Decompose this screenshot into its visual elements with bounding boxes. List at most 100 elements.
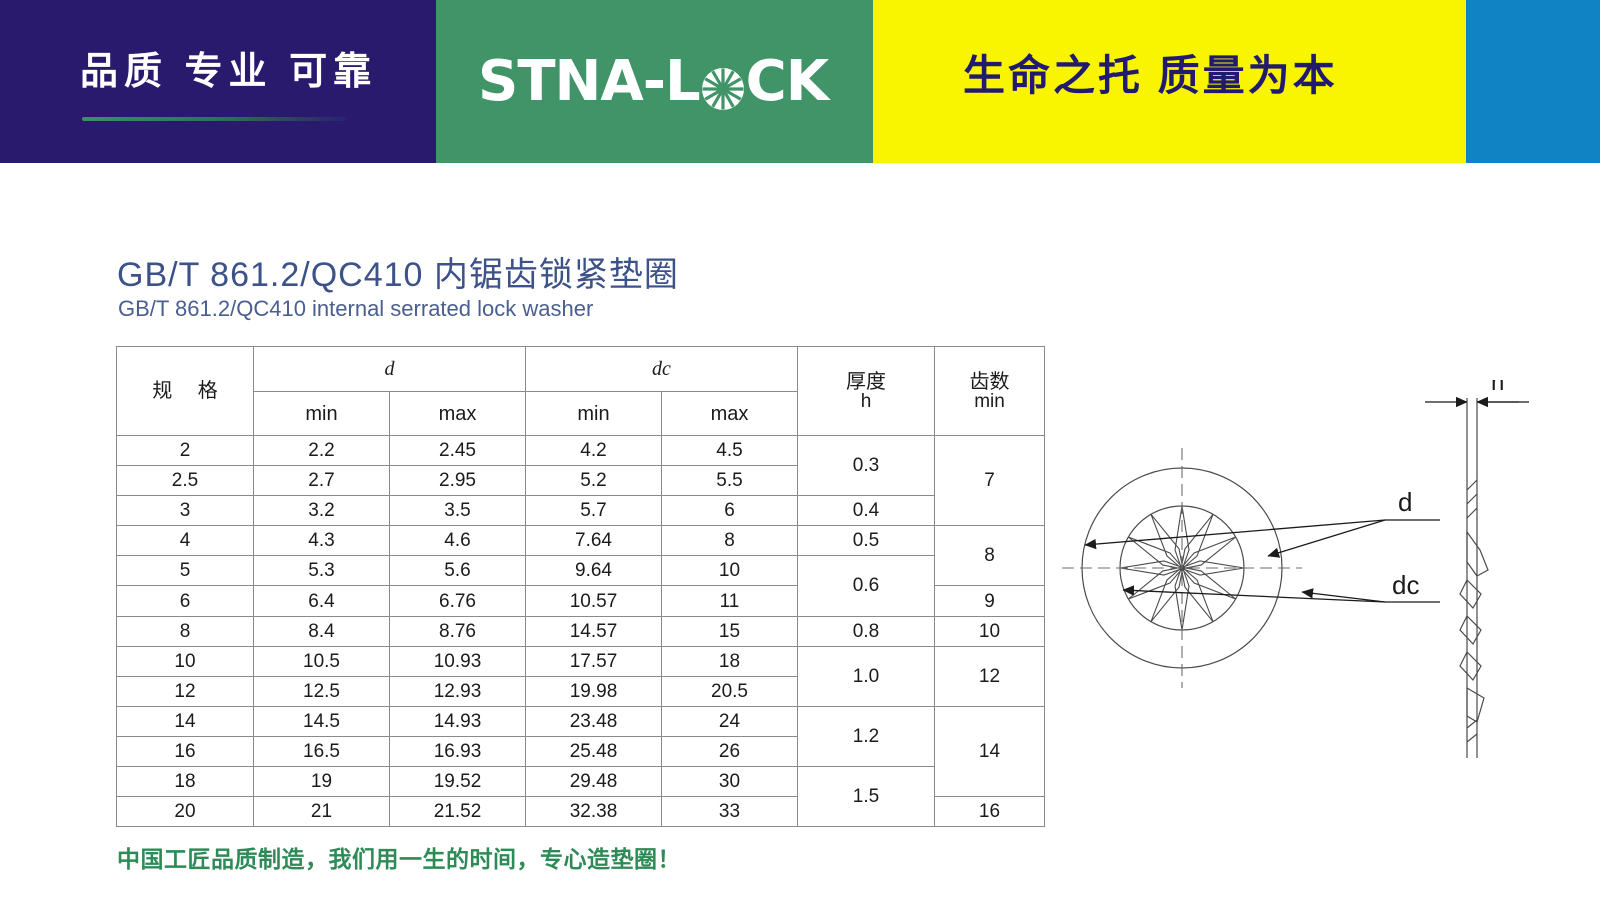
cell-dc-min: 7.64 (525, 525, 662, 557)
col-header-spec: 规 格 (116, 346, 254, 436)
cell-d-min: 21 (253, 796, 390, 828)
cell-spec: 6 (116, 585, 254, 617)
header-band-green (436, 0, 873, 163)
brand-logo: STNA-L (478, 46, 829, 118)
cell-teeth: 14 (934, 705, 1045, 798)
table-row: 10 10.5 10.93 17.57 18 1.0 12 (116, 645, 1045, 707)
footer-slogan: 中国工匠品质制造，我们用一生的时间，专心造垫圈！ (117, 846, 681, 872)
cell-dc-max: 5.5 (661, 465, 798, 497)
leader-d-right (1267, 519, 1386, 558)
cell-dc-max: 6 (661, 495, 798, 527)
cell-thickness: 1.2 (797, 705, 935, 768)
page-title: GB/T 861.2/QC410 内锯齿锁紧垫圈 (117, 256, 679, 294)
leader-dc-left (1122, 585, 1386, 603)
leader-dc-right (1301, 588, 1386, 603)
cell-teeth: 12 (934, 645, 1045, 707)
cell-dc-max: 30 (661, 766, 798, 798)
cell-dc-max: 26 (661, 735, 798, 768)
dimension-leaders (1084, 519, 1440, 603)
brand-logo-prefix: STNA-L (478, 49, 701, 114)
dimension-label-d: d (1398, 487, 1412, 517)
cell-dc-max: 8 (661, 525, 798, 557)
cell-d-max: 2.95 (389, 465, 526, 497)
dimension-label-dc: dc (1392, 570, 1419, 600)
col-header-teeth: 齿数 min (934, 346, 1045, 436)
cell-teeth: 7 (934, 434, 1045, 527)
cell-teeth: 8 (934, 525, 1045, 587)
cell-thickness: 0.4 (797, 495, 935, 527)
slogan-quality: 品质 专业 可靠 (80, 51, 378, 93)
technical-drawing: d dc h (1040, 380, 1570, 780)
table-row: 18 19 19.52 29.48 30 1.5 (116, 766, 1045, 828)
cell-spec: 5 (116, 555, 254, 587)
cell-dc-min: 5.7 (525, 495, 662, 527)
cell-spec: 8 (116, 615, 254, 647)
cell-thickness: 0.3 (797, 434, 935, 497)
table-row: 8 8.4 8.76 14.57 15 0.8 10 (116, 615, 1045, 647)
cell-d-max: 6.76 (389, 585, 526, 617)
brand-logo-suffix: CK (745, 49, 829, 114)
slogan-underline-divider (82, 117, 347, 121)
cell-d-max: 16.93 (389, 735, 526, 768)
col-header-d: d (253, 346, 526, 392)
cell-spec: 18 (116, 766, 254, 798)
col-header-dc-min: min (525, 391, 662, 436)
cell-spec: 2.5 (116, 465, 254, 497)
cell-teeth: 10 (934, 615, 1045, 647)
cell-dc-max: 4.5 (661, 434, 798, 467)
cell-dc-max: 10 (661, 555, 798, 587)
cell-dc-min: 19.98 (525, 675, 662, 707)
cell-d-min: 6.4 (253, 585, 390, 617)
dimension-label-h: h (1491, 380, 1504, 396)
cell-d-min: 5.3 (253, 555, 390, 587)
col-header-thickness-symbol: h (860, 390, 872, 412)
cell-thickness: 0.6 (797, 555, 935, 617)
header-band-blue (1466, 0, 1600, 163)
cell-dc-min: 9.64 (525, 555, 662, 587)
cell-dc-min: 5.2 (525, 465, 662, 497)
cell-d-min: 10.5 (253, 645, 390, 677)
cell-dc-min: 17.57 (525, 645, 662, 677)
page-subtitle: GB/T 861.2/QC410 internal serrated lock … (118, 296, 594, 321)
cell-spec: 2 (116, 434, 254, 467)
cell-d-min: 8.4 (253, 615, 390, 647)
cell-d-max: 4.6 (389, 525, 526, 557)
table-row: 14 14.5 14.93 23.48 24 1.2 14 (116, 705, 1045, 798)
cell-d-max: 2.45 (389, 434, 526, 467)
cell-d-max: 21.52 (389, 796, 526, 828)
cell-dc-min: 32.38 (525, 796, 662, 828)
cell-d-min: 2.7 (253, 465, 390, 497)
cell-thickness: 1.0 (797, 645, 935, 707)
cell-dc-max: 33 (661, 796, 798, 828)
cell-d-min: 16.5 (253, 735, 390, 768)
table-row: 3 3.2 3.5 5.7 6 0.4 (116, 495, 1045, 527)
cell-spec: 4 (116, 525, 254, 557)
table-row: 5 5.3 5.6 9.64 10 0.6 (116, 555, 1045, 617)
table-row: 2.5 2.7 2.95 5.2 5.5 (116, 465, 1045, 497)
col-header-teeth-min: min (974, 390, 1005, 412)
header-band-purple (0, 0, 436, 163)
cell-thickness: 0.5 (797, 525, 935, 557)
cell-spec: 3 (116, 495, 254, 527)
cell-spec: 12 (116, 675, 254, 707)
cell-dc-min: 14.57 (525, 615, 662, 647)
cell-d-max: 12.93 (389, 675, 526, 707)
col-header-thickness: 厚度 h (797, 346, 935, 436)
cell-d-max: 14.93 (389, 705, 526, 737)
cell-dc-min: 25.48 (525, 735, 662, 768)
cell-d-max: 10.93 (389, 645, 526, 677)
slogan-mission: 生命之托 质量为本 (963, 52, 1338, 99)
leader-d-left (1084, 519, 1386, 550)
cell-spec: 20 (116, 796, 254, 828)
cell-d-max: 8.76 (389, 615, 526, 647)
col-header-dc: dc (525, 346, 798, 392)
cell-spec: 14 (116, 705, 254, 737)
cell-d-max: 5.6 (389, 555, 526, 587)
cell-dc-min: 29.48 (525, 766, 662, 798)
serrated-washer-icon (701, 67, 745, 111)
col-header-d-max: max (389, 391, 526, 436)
cell-d-min: 12.5 (253, 675, 390, 707)
header-band-yellow (873, 0, 1466, 163)
cell-dc-max: 15 (661, 615, 798, 647)
cell-dc-min: 23.48 (525, 705, 662, 737)
